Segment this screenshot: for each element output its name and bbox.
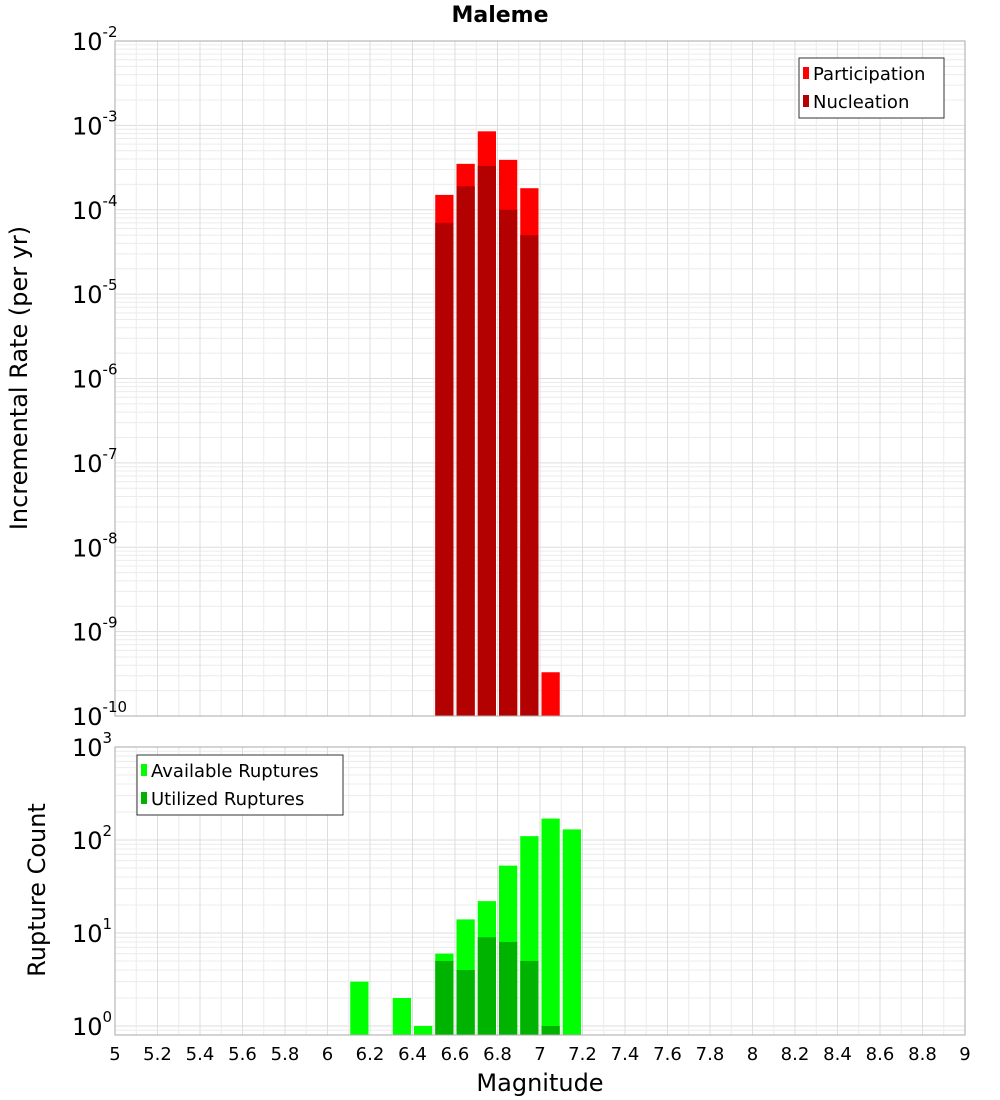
x-tick-label: 7.6 (653, 1044, 682, 1065)
x-tick-labels: 5 5.2 5.4 5.6 5.8 6 6.2 6.4 6.6 6.8 7 7.2 7.4 7.6 7.8 8… (109, 1044, 970, 1065)
y-tick-label: 101 (72, 915, 112, 948)
top-y-axis-label: Incremental Rate (per yr) (5, 226, 33, 530)
bottom-grid (114, 747, 966, 1036)
top-legend: Participation Nucleation (798, 57, 945, 119)
top-bar-series2 (520, 235, 539, 716)
bottom-bar-series1 (541, 818, 560, 1035)
top-plot-frame (114, 40, 966, 717)
y-tick-label: 10-4 (72, 192, 118, 225)
legend-swatch (803, 67, 809, 79)
x-tick-label: 9 (959, 1044, 970, 1065)
bottom-bar-series2 (456, 969, 475, 1035)
y-tick-label: 10-5 (72, 276, 118, 309)
x-tick-label: 6.8 (483, 1044, 512, 1065)
x-tick-label: 8.4 (823, 1044, 852, 1065)
x-tick-label: 6 (322, 1044, 333, 1065)
x-tick-label: 6.6 (441, 1044, 470, 1065)
legend-box (136, 754, 344, 816)
bottom-bar-series2 (477, 937, 496, 1035)
top-bar-series1 (541, 672, 560, 716)
bottom-bars (350, 818, 581, 1035)
x-tick-label: 5 (109, 1044, 120, 1065)
y-tick-label: 10-10 (72, 698, 127, 731)
chart-title: Maleme (451, 3, 548, 28)
bottom-bar-series1 (350, 981, 369, 1035)
top-bar-series2 (435, 222, 454, 716)
top-bar-series2 (456, 186, 475, 716)
x-tick-label: 6.2 (356, 1044, 385, 1065)
bottom-y-axis-label: Rupture Count (23, 803, 51, 977)
legend-label: Available Ruptures (151, 761, 319, 782)
x-tick-label: 5.8 (271, 1044, 300, 1065)
x-tick-label: 5.2 (143, 1044, 172, 1065)
x-tick-label: 8 (747, 1044, 758, 1065)
y-tick-label: 10-6 (72, 361, 118, 394)
legend-swatch (141, 792, 147, 804)
y-tick-label: 103 (72, 729, 112, 762)
x-tick-label: 7 (534, 1044, 545, 1065)
y-tick-label: 10-9 (72, 614, 118, 647)
bottom-bar-series2 (435, 960, 454, 1035)
x-tick-label: 6.4 (398, 1044, 427, 1065)
top-bars (435, 131, 560, 717)
top-bar-series2 (477, 166, 496, 717)
bottom-plot-panel: 103 102 101 100 5 5.2 5.4 5.6 5.8 6 6.2 6.4 6.6 6.8 7… (23, 729, 971, 1097)
legend-label: Participation (813, 64, 925, 85)
x-axis-label: Magnitude (476, 1069, 603, 1097)
x-tick-label: 7.4 (611, 1044, 640, 1065)
legend-label: Utilized Ruptures (151, 789, 304, 810)
legend-label: Nucleation (813, 92, 909, 113)
bottom-legend: Available Ruptures Utilized Ruptures (136, 754, 344, 816)
y-tick-label: 10-2 (72, 23, 118, 56)
legend-swatch (141, 764, 147, 776)
bottom-plot-frame (114, 746, 966, 1036)
legend-swatch (803, 95, 809, 107)
y-tick-label: 100 (72, 1008, 112, 1041)
y-tick-label: 10-7 (72, 445, 118, 478)
x-tick-label: 8.2 (781, 1044, 810, 1065)
bottom-bar-series2 (541, 1025, 560, 1035)
bottom-y-tick-labels: 103 102 101 100 (72, 729, 112, 1041)
y-tick-label: 10-3 (72, 107, 118, 140)
y-tick-label: 10-8 (72, 529, 118, 562)
top-plot-panel: 10-2 10-3 10-4 10-5 10-6 10-7 10-8 10-9 10-10 In… (5, 23, 966, 731)
top-bar-series2 (499, 209, 518, 716)
x-tick-label: 7.2 (568, 1044, 597, 1065)
y-tick-label: 102 (72, 822, 112, 855)
x-tick-label: 5.4 (186, 1044, 215, 1065)
bottom-bar-series1 (392, 997, 411, 1035)
x-tick-label: 8.6 (866, 1044, 895, 1065)
bottom-bar-series2 (499, 942, 518, 1035)
bottom-bar-series2 (520, 960, 539, 1035)
x-tick-label: 5.6 (228, 1044, 257, 1065)
x-tick-label: 8.8 (908, 1044, 937, 1065)
top-grid (114, 41, 966, 717)
bottom-bar-series1 (562, 829, 581, 1035)
legend-box (798, 57, 945, 119)
x-tick-label: 7.8 (696, 1044, 725, 1065)
bottom-bar-series1 (414, 1025, 433, 1035)
top-y-tick-labels: 10-2 10-3 10-4 10-5 10-6 10-7 10-8 10-9 10-10 (72, 23, 127, 731)
